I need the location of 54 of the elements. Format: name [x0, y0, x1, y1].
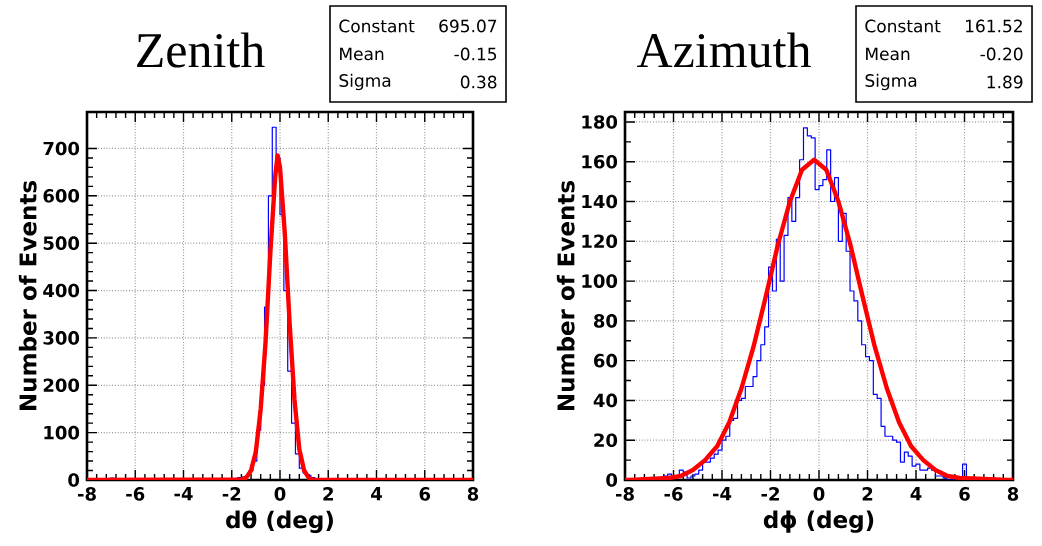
- y-tick-label: 120: [582, 234, 618, 249]
- y-tick-label: 160: [582, 154, 618, 169]
- text: 0.38: [460, 75, 497, 89]
- y-tick-label: 80: [593, 314, 618, 328]
- x-tick-label: -8: [77, 487, 96, 501]
- text: Mean: [866, 47, 910, 61]
- y-tick-label: 200: [43, 378, 80, 393]
- x-tick-label: 0: [274, 487, 286, 501]
- x-tick-label: 0: [813, 487, 825, 501]
- y-tick-label: 140: [582, 194, 618, 209]
- x-tick-label: 8: [1007, 487, 1019, 501]
- x-tick-label: -4: [174, 487, 193, 501]
- text: 695.07: [439, 19, 497, 33]
- y-tick-label: 500: [43, 236, 80, 250]
- y-tick-label: 100: [582, 274, 618, 288]
- y-axis-title: Number of Events: [18, 181, 37, 410]
- text: 1.89: [987, 75, 1023, 89]
- y-tick-label: 20: [594, 433, 618, 448]
- x-tick-label: 2: [862, 487, 873, 501]
- chart-title: Azimuth: [637, 32, 811, 68]
- x-tick-label: 6: [959, 487, 970, 501]
- y-tick-label: 600: [43, 189, 80, 203]
- x-axis-title: dϕ (deg): [763, 510, 874, 533]
- y-tick-label: 60: [594, 353, 618, 368]
- y-tick-label: 40: [593, 393, 618, 408]
- text: -0.15: [454, 47, 497, 61]
- y-tick-label: 700: [43, 141, 80, 156]
- x-tick-label: -6: [664, 487, 683, 501]
- y-axis-title: Number of Events: [556, 181, 575, 410]
- x-tick-label: 2: [323, 487, 333, 501]
- x-tick-label: -4: [712, 487, 732, 501]
- text: 161.52: [966, 19, 1022, 33]
- x-tick-label: 4: [910, 487, 922, 501]
- y-tick-label: 400: [43, 283, 80, 298]
- text: -0.20: [980, 47, 1023, 61]
- text: Constant: [339, 19, 415, 33]
- y-tick-label: 100: [44, 425, 80, 440]
- x-tick-label: 6: [419, 487, 431, 501]
- text: Mean: [340, 47, 384, 61]
- text: Sigma: [339, 73, 391, 91]
- y-tick-label: 300: [43, 331, 80, 345]
- x-tick-label: 4: [371, 487, 382, 501]
- text: Sigma: [865, 73, 917, 91]
- chart-title: Zenith: [137, 32, 265, 68]
- y-tick-label: 180: [582, 115, 618, 129]
- x-tick-label: -8: [615, 487, 634, 501]
- x-axis-title: dθ (deg): [226, 510, 333, 534]
- text: Constant: [865, 19, 941, 33]
- x-tick-label: -6: [126, 487, 145, 501]
- y-tick-label: 0: [606, 473, 618, 487]
- x-tick-label: 8: [467, 487, 479, 501]
- x-tick-label: -2: [761, 487, 779, 501]
- y-tick-label: 0: [68, 473, 80, 487]
- x-tick-label: -2: [222, 487, 241, 501]
